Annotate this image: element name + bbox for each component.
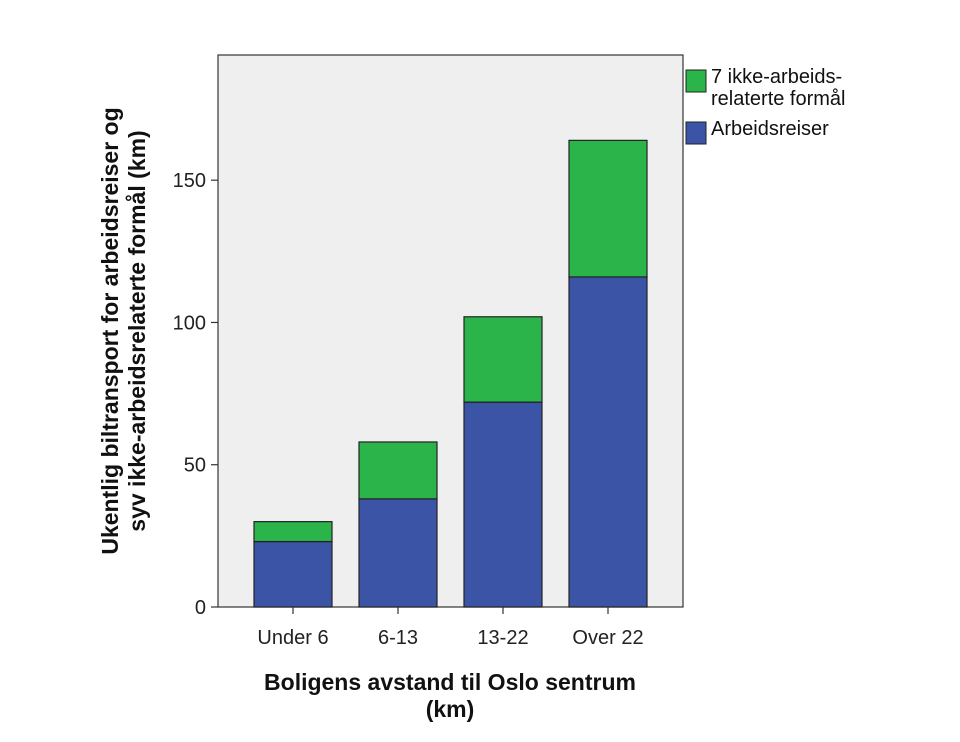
y-tick-label: 0	[195, 597, 206, 619]
x-tick-label: 13-22	[477, 627, 528, 649]
y-tick-label: 100	[173, 312, 206, 334]
bar-segment-ikke-arbeid-0	[253, 521, 333, 543]
y-axis-title: Ukentlig biltransport for arbeidsreiser …	[97, 107, 150, 554]
bar-segment-arbeidsreiser-1	[358, 498, 438, 608]
y-axis-title-line: Ukentlig biltransport for arbeidsreiser …	[97, 107, 123, 554]
y-tick-label: 150	[173, 170, 206, 192]
x-axis: Under 6 6-13 13-22 Over 22	[257, 607, 644, 649]
x-axis-title: Boligens avstand til Oslo sentrum (km)	[264, 669, 636, 722]
legend-swatch	[685, 69, 707, 93]
x-axis-title-line: Boligens avstand til Oslo sentrum	[264, 669, 636, 695]
legend: 7 ikke-arbeids-relaterte formål Arbeidsre…	[685, 66, 846, 145]
bar-segment-ikke-arbeid-2	[463, 316, 543, 403]
x-axis-title-line: (km)	[426, 696, 475, 722]
bar-segment-arbeidsreiser-2	[463, 401, 543, 608]
legend-label: Arbeidsreiser	[711, 118, 829, 140]
bar-segment-arbeidsreiser-0	[253, 540, 333, 608]
bars-group	[253, 139, 648, 608]
x-tick-label: 6-13	[378, 627, 418, 649]
y-axis: 0 50 100 150	[173, 170, 218, 619]
y-tick-label: 50	[184, 455, 206, 477]
bar-segment-ikke-arbeid-3	[568, 139, 648, 278]
x-tick-label: Under 6	[257, 627, 328, 649]
y-axis-title-line: syv ikke-arbeidsrelaterte formål (km)	[124, 130, 150, 531]
legend-swatch	[685, 121, 707, 145]
legend-label: 7 ikke-arbeids-relaterte formål	[711, 66, 846, 110]
bar-segment-arbeidsreiser-3	[568, 276, 648, 608]
bar-segment-ikke-arbeid-1	[358, 441, 438, 500]
x-tick-label: Over 22	[572, 627, 643, 649]
